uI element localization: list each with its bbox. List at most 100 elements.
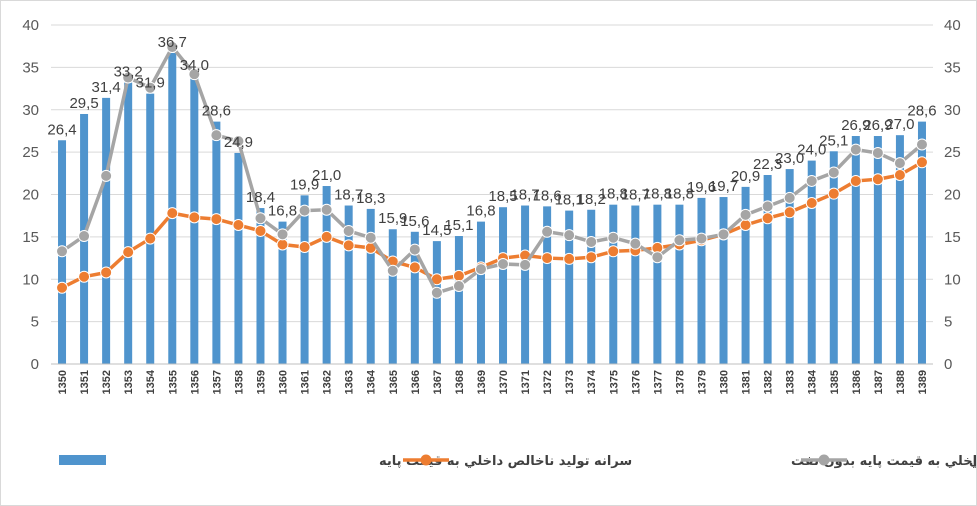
x-tick-label: 1389: [917, 370, 929, 394]
legend-swatch-marker: [818, 454, 830, 466]
series-point: [739, 219, 752, 232]
series-point: [320, 230, 333, 243]
bar-data-label: 18,8: [665, 186, 694, 203]
series-line: [61, 160, 923, 290]
series-point: [122, 246, 135, 259]
series-point: [452, 269, 465, 282]
bar-data-label: 16,8: [466, 203, 495, 220]
x-tick-label: 1378: [674, 370, 686, 394]
y-tick-label-left: 20: [22, 187, 39, 204]
x-tick-label: 1355: [167, 370, 179, 394]
bar-data-label: 15,9: [378, 210, 407, 227]
x-tick-label: 1369: [476, 370, 488, 394]
bar-data-label: 18,8: [643, 186, 672, 203]
bar-data-label: 31,4: [92, 79, 121, 96]
series-point: [585, 235, 598, 248]
series-line: [61, 45, 924, 295]
bar: [322, 186, 331, 364]
series-point: [563, 252, 576, 265]
bar: [609, 204, 618, 364]
bar: [697, 197, 706, 364]
series-point: [254, 224, 267, 237]
x-tick-label: 1365: [388, 370, 400, 394]
x-tick-label: 1382: [763, 370, 775, 394]
y-tick-label-left: 25: [22, 144, 39, 161]
bar-data-label: 18,7: [510, 187, 539, 204]
bar: [675, 204, 684, 364]
x-tick-label: 1379: [696, 370, 708, 394]
bar-data-label: 19,7: [709, 178, 738, 195]
x-tick-label: 1385: [829, 370, 841, 394]
series-point: [166, 41, 179, 54]
x-tick-label: 1376: [630, 370, 642, 394]
y-tick-label-left: 35: [22, 59, 39, 76]
series-point: [607, 231, 620, 244]
bar-data-label: 33,2: [114, 64, 143, 81]
bar-data-label: 18,3: [356, 190, 385, 207]
bar-data-label: 25,1: [819, 132, 848, 149]
bar: [102, 97, 111, 364]
series-point: [607, 245, 620, 258]
bar-data-label: 26,4: [47, 121, 76, 138]
bar-data-label: 28,6: [907, 103, 936, 120]
bar-data-label: 22,3: [753, 156, 782, 173]
y-tick-label-left: 40: [22, 17, 39, 34]
series-point: [893, 157, 906, 170]
series-point: [761, 200, 774, 213]
x-tick-label: 1377: [652, 370, 664, 394]
bar-data-label: 24,0: [797, 142, 826, 159]
bar: [388, 229, 397, 364]
series-point: [585, 251, 598, 264]
x-tick-label: 1363: [344, 370, 356, 394]
series-point: [408, 261, 421, 274]
series-point: [893, 169, 906, 182]
y-tick-label-right: 30: [944, 102, 961, 119]
y-tick-label-right: 15: [944, 229, 961, 246]
bar: [476, 221, 485, 364]
legend: سرانه توليد ناخالص داخلي به قيمت پايه سرا…: [59, 452, 976, 469]
x-tick-label: 1370: [498, 370, 510, 394]
bar: [366, 208, 375, 364]
bar-data-label: 26,9: [863, 117, 892, 134]
series-point: [871, 146, 884, 159]
series-point: [56, 245, 69, 258]
bar: [344, 205, 353, 364]
series-point: [78, 270, 91, 283]
series-point: [364, 231, 377, 244]
bar: [499, 207, 508, 364]
bar: [719, 197, 728, 364]
legend-swatch-bar: [59, 455, 106, 465]
series-point: [408, 243, 421, 256]
series-point: [254, 212, 267, 225]
legend-swatch-marker: [420, 454, 432, 466]
x-tick-label: 1361: [300, 370, 312, 394]
x-tick-label: 1380: [719, 370, 731, 394]
bar-data-label: 34,0: [180, 57, 209, 74]
line-series: [56, 41, 928, 299]
x-tick-label: 1381: [741, 370, 753, 394]
x-tick-label: 1358: [233, 370, 245, 394]
series-point: [849, 143, 862, 156]
series-point: [651, 251, 664, 264]
y-tick-label-right: 5: [944, 314, 952, 331]
bar: [565, 210, 574, 364]
bar-data-label: 21,0: [312, 167, 341, 184]
bar-data-label: 24,9: [224, 134, 253, 151]
y-tick-label-left: 30: [22, 102, 39, 119]
bar: [124, 82, 133, 364]
series-point: [386, 264, 399, 277]
bar: [146, 93, 155, 365]
bar-data-label: 14,5: [422, 222, 451, 239]
series-point: [452, 280, 465, 293]
x-tick-label: 1353: [123, 370, 135, 394]
bar-data-label: 29,5: [69, 95, 98, 112]
bar-data-label: 18,8: [599, 186, 628, 203]
x-tick-label: 1351: [79, 370, 91, 394]
bar: [741, 186, 750, 364]
series-point: [827, 187, 840, 200]
bar: [873, 136, 882, 364]
bar: [234, 152, 243, 364]
series-point: [871, 173, 884, 186]
